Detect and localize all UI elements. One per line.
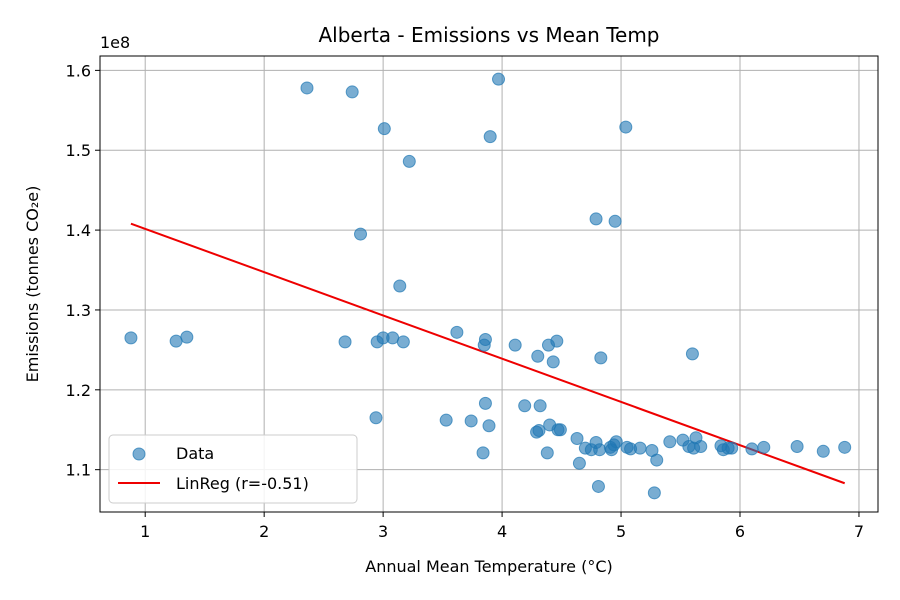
data-point <box>608 214 622 228</box>
data-point <box>369 411 383 425</box>
legend-marker-data <box>132 447 146 461</box>
data-point <box>476 446 490 460</box>
data-point <box>345 85 359 99</box>
data-point <box>464 414 478 428</box>
x-tick-label: 7 <box>854 522 864 541</box>
x-axis-label: Annual Mean Temperature (°C) <box>365 557 612 576</box>
data-point <box>532 424 546 438</box>
y-tick-label: 1.5 <box>66 141 91 160</box>
data-point <box>619 120 633 134</box>
data-point <box>492 72 506 86</box>
legend-label-linreg: LinReg (r=-0.51) <box>176 474 309 493</box>
data-point <box>685 347 699 361</box>
x-tick-label: 5 <box>616 522 626 541</box>
data-point <box>533 399 547 413</box>
data-point <box>589 212 603 226</box>
regression-line <box>130 222 846 485</box>
y-tick-label: 1.1 <box>66 461 91 480</box>
data-point <box>570 432 584 446</box>
data-point <box>508 338 522 352</box>
data-point <box>169 334 183 348</box>
data-point <box>745 442 759 456</box>
data-point <box>540 446 554 460</box>
data-point <box>531 349 545 363</box>
data-point <box>478 333 492 347</box>
data-point <box>790 440 804 454</box>
data-point <box>593 443 607 457</box>
data-point <box>572 456 586 470</box>
axes-frame <box>99 55 879 513</box>
data-point <box>439 413 453 427</box>
data-point <box>663 435 677 449</box>
x-tick-label: 4 <box>497 522 507 541</box>
data-point <box>518 399 532 413</box>
x-tick-label: 3 <box>378 522 388 541</box>
x-tick-label: 6 <box>735 522 745 541</box>
y-tick-label: 1.2 <box>66 381 91 400</box>
x-tick-label: 1 <box>140 522 150 541</box>
data-point <box>483 130 497 144</box>
data-point <box>550 334 564 348</box>
data-point <box>396 335 410 349</box>
data-point <box>647 486 661 500</box>
y-axis-label: Emissions (tonnes CO₂e) <box>23 186 42 383</box>
chart-title: Alberta - Emissions vs Mean Temp <box>318 23 659 47</box>
data-point <box>402 154 416 168</box>
data-point <box>694 440 708 454</box>
y-axis-ticks: 1.1 1.2 1.3 1.4 1.5 1.6 <box>66 61 100 480</box>
y-tick-label: 1.4 <box>66 221 91 240</box>
data-point <box>591 479 605 493</box>
data-point <box>838 440 852 454</box>
data-point <box>450 325 464 339</box>
data-point <box>650 453 664 467</box>
data-point <box>180 330 194 344</box>
legend: Data LinReg (r=-0.51) <box>108 434 358 504</box>
data-point <box>609 435 623 449</box>
y-tick-label: 1.3 <box>66 301 91 320</box>
data-point <box>386 331 400 345</box>
data-point <box>300 81 314 95</box>
data-point <box>393 279 407 293</box>
legend-label-data: Data <box>176 444 214 463</box>
data-point <box>816 444 830 458</box>
data-point <box>482 419 496 433</box>
data-point <box>757 440 771 454</box>
data-point <box>478 396 492 410</box>
data-point <box>546 355 560 369</box>
data-point <box>553 423 567 437</box>
x-axis-ticks: 1 2 3 4 5 6 7 <box>140 512 864 541</box>
grid <box>100 56 878 512</box>
legend-box <box>108 434 358 504</box>
data-point <box>633 441 647 455</box>
data-point <box>594 351 608 365</box>
x-tick-label: 2 <box>259 522 269 541</box>
data-points <box>124 72 852 500</box>
data-point <box>354 227 368 241</box>
regression-line-layer <box>130 222 846 485</box>
data-point <box>725 441 739 455</box>
data-point <box>338 335 352 349</box>
data-point <box>377 122 391 136</box>
y-tick-label: 1.6 <box>66 61 91 80</box>
y-offset-label: 1e8 <box>100 33 130 52</box>
data-point <box>124 331 138 345</box>
